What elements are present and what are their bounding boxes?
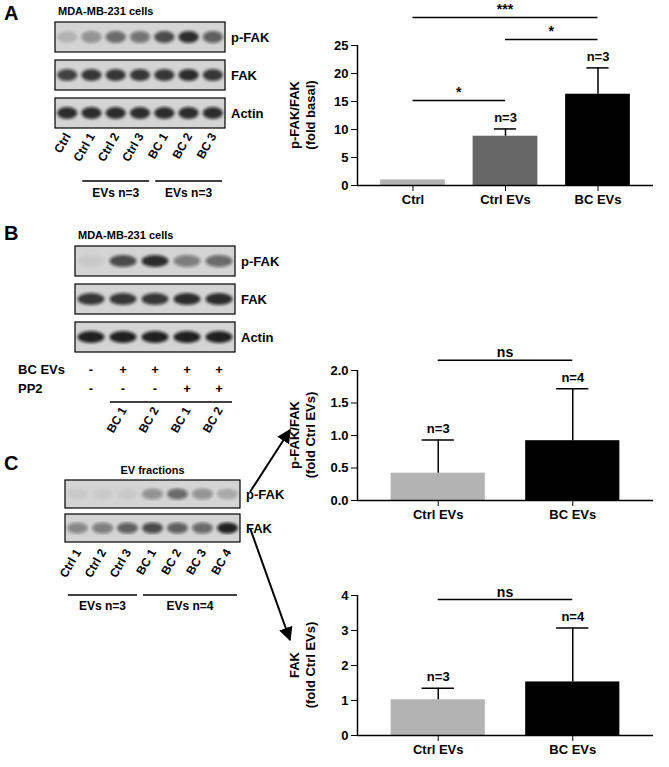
- svg-text:Ctrl: Ctrl: [51, 131, 73, 156]
- svg-text:FAK(fold Ctrl EVs): FAK(fold Ctrl EVs): [287, 622, 318, 709]
- svg-text:EV fractions: EV fractions: [120, 464, 184, 476]
- svg-text:1.5: 1.5: [330, 395, 348, 410]
- svg-text:2.0: 2.0: [330, 363, 348, 378]
- svg-text:BC 1: BC 1: [168, 404, 194, 435]
- svg-text:MDA-MB-231 cells: MDA-MB-231 cells: [78, 229, 173, 241]
- svg-text:15: 15: [334, 94, 348, 109]
- svg-text:FAK: FAK: [231, 68, 258, 83]
- svg-text:BC 1: BC 1: [145, 130, 171, 161]
- svg-text:Ctrl 3: Ctrl 3: [119, 130, 147, 164]
- svg-text:Actin: Actin: [231, 106, 264, 121]
- svg-text:-: -: [121, 381, 125, 396]
- svg-text:BC EVs: BC EVs: [549, 742, 596, 757]
- svg-text:EVs n=4: EVs n=4: [166, 599, 213, 613]
- svg-text:0.5: 0.5: [330, 460, 348, 475]
- svg-text:n=3: n=3: [587, 49, 610, 64]
- svg-text:BC EVs: BC EVs: [549, 507, 596, 522]
- svg-text:-: -: [89, 362, 93, 377]
- svg-text:Ctrl 3: Ctrl 3: [107, 546, 135, 580]
- svg-text:+: +: [119, 362, 127, 377]
- svg-text:*: *: [549, 23, 555, 39]
- svg-text:p-FAK/FAK(fold Ctrl EVs): p-FAK/FAK(fold Ctrl EVs): [287, 392, 318, 479]
- svg-text:0: 0: [341, 728, 348, 743]
- svg-text:*: *: [456, 84, 462, 100]
- svg-text:BC 2: BC 2: [158, 546, 184, 577]
- svg-text:0.0: 0.0: [330, 493, 348, 508]
- svg-text:ns: ns: [497, 344, 514, 360]
- svg-text:2: 2: [341, 658, 348, 673]
- svg-text:B: B: [4, 222, 18, 244]
- svg-text:Ctrl 1: Ctrl 1: [71, 130, 99, 164]
- svg-text:3: 3: [341, 623, 348, 638]
- svg-text:EVs n=3: EVs n=3: [92, 186, 139, 200]
- svg-text:A: A: [4, 2, 18, 24]
- svg-text:EVs n=3: EVs n=3: [79, 599, 126, 613]
- svg-text:BC 2: BC 2: [169, 130, 195, 161]
- svg-text:+: +: [183, 362, 191, 377]
- svg-text:C: C: [4, 452, 18, 474]
- svg-text:BC 1: BC 1: [104, 404, 130, 435]
- svg-text:PP2: PP2: [18, 381, 43, 396]
- svg-text:n=4: n=4: [561, 609, 585, 624]
- svg-text:p-FAK: p-FAK: [246, 487, 285, 502]
- svg-text:BC 3: BC 3: [194, 130, 220, 161]
- svg-text:n=3: n=3: [427, 421, 450, 436]
- svg-text:-: -: [153, 381, 157, 396]
- svg-text:Ctrl 2: Ctrl 2: [82, 546, 110, 580]
- svg-text:p-FAK: p-FAK: [241, 254, 280, 269]
- svg-text:p-FAK/FAK(fold basal): p-FAK/FAK(fold basal): [287, 80, 318, 149]
- svg-text:10: 10: [334, 122, 348, 137]
- svg-text:Ctrl 1: Ctrl 1: [57, 546, 85, 580]
- svg-text:BC 2: BC 2: [136, 404, 162, 435]
- svg-text:Ctrl EVs: Ctrl EVs: [413, 742, 464, 757]
- svg-text:BC 3: BC 3: [183, 546, 209, 577]
- svg-text:Ctrl EVs: Ctrl EVs: [480, 192, 531, 207]
- svg-text:n=4: n=4: [561, 370, 585, 385]
- svg-text:0: 0: [341, 178, 348, 193]
- svg-text:FAK: FAK: [241, 292, 268, 307]
- svg-text:Ctrl: Ctrl: [402, 192, 424, 207]
- svg-text:5: 5: [341, 150, 348, 165]
- svg-text:n=3: n=3: [427, 669, 450, 684]
- svg-text:EVs n=3: EVs n=3: [165, 186, 212, 200]
- svg-text:1: 1: [341, 693, 348, 708]
- svg-text:p-FAK: p-FAK: [231, 30, 270, 45]
- svg-text:n=3: n=3: [494, 110, 517, 125]
- svg-text:BC 2: BC 2: [200, 404, 226, 435]
- svg-text:FAK: FAK: [246, 521, 272, 536]
- svg-text:+: +: [183, 381, 191, 396]
- svg-text:BC EVs: BC EVs: [575, 192, 622, 207]
- svg-text:1.0: 1.0: [330, 428, 348, 443]
- svg-text:+: +: [151, 362, 159, 377]
- svg-text:-: -: [89, 381, 93, 396]
- svg-text:+: +: [215, 381, 223, 396]
- svg-text:BC 1: BC 1: [133, 546, 159, 577]
- svg-text:Ctrl 2: Ctrl 2: [95, 130, 123, 164]
- svg-text:***: ***: [497, 1, 514, 17]
- svg-text:+: +: [215, 362, 223, 377]
- svg-text:BC 4: BC 4: [208, 546, 234, 577]
- svg-text:4: 4: [341, 588, 349, 603]
- svg-text:BC EVs: BC EVs: [18, 362, 65, 377]
- svg-text:Actin: Actin: [241, 330, 274, 345]
- svg-text:25: 25: [334, 38, 348, 53]
- svg-text:MDA-MB-231 cells: MDA-MB-231 cells: [58, 5, 153, 17]
- svg-text:20: 20: [334, 66, 348, 81]
- svg-text:Ctrl EVs: Ctrl EVs: [413, 507, 464, 522]
- svg-text:ns: ns: [497, 584, 514, 600]
